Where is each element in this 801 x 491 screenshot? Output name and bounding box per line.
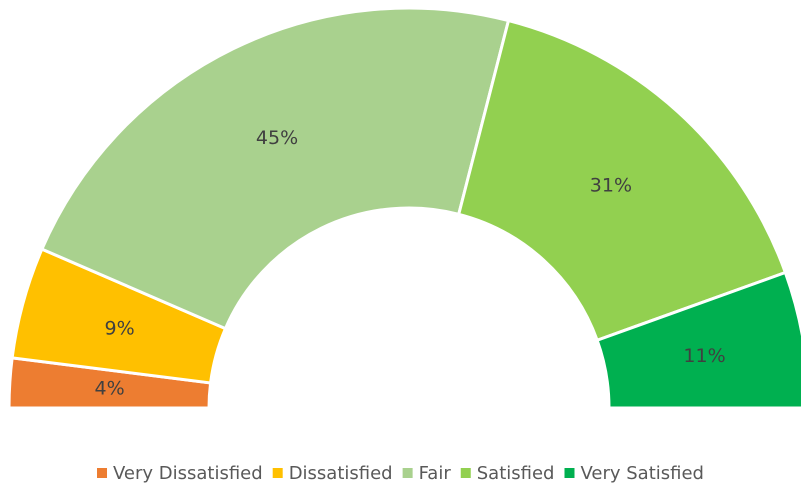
legend-swatch bbox=[402, 468, 413, 478]
legend-swatch bbox=[272, 468, 283, 478]
data-label: 11% bbox=[683, 345, 725, 367]
data-label: 9% bbox=[105, 317, 135, 339]
data-label: 4% bbox=[95, 378, 125, 400]
legend-swatch bbox=[564, 468, 575, 478]
legend: Very Dissatisfied Dissatisfied Fair Satisfi… bbox=[97, 463, 704, 484]
data-label: 31% bbox=[590, 175, 632, 197]
legend-label: Fair bbox=[419, 463, 452, 484]
slice bbox=[39, 6, 511, 331]
legend-label: Dissatisfied bbox=[289, 463, 393, 484]
slice bbox=[456, 18, 788, 343]
legend-label: Very Satisfied bbox=[580, 463, 704, 484]
legend-swatch bbox=[97, 468, 108, 478]
legend-label: Satisfied bbox=[477, 463, 555, 484]
legend-label: Very Dissatisfied bbox=[113, 463, 263, 484]
slice bbox=[595, 270, 801, 410]
data-label: 45% bbox=[256, 127, 298, 149]
legend-swatch bbox=[460, 468, 471, 478]
